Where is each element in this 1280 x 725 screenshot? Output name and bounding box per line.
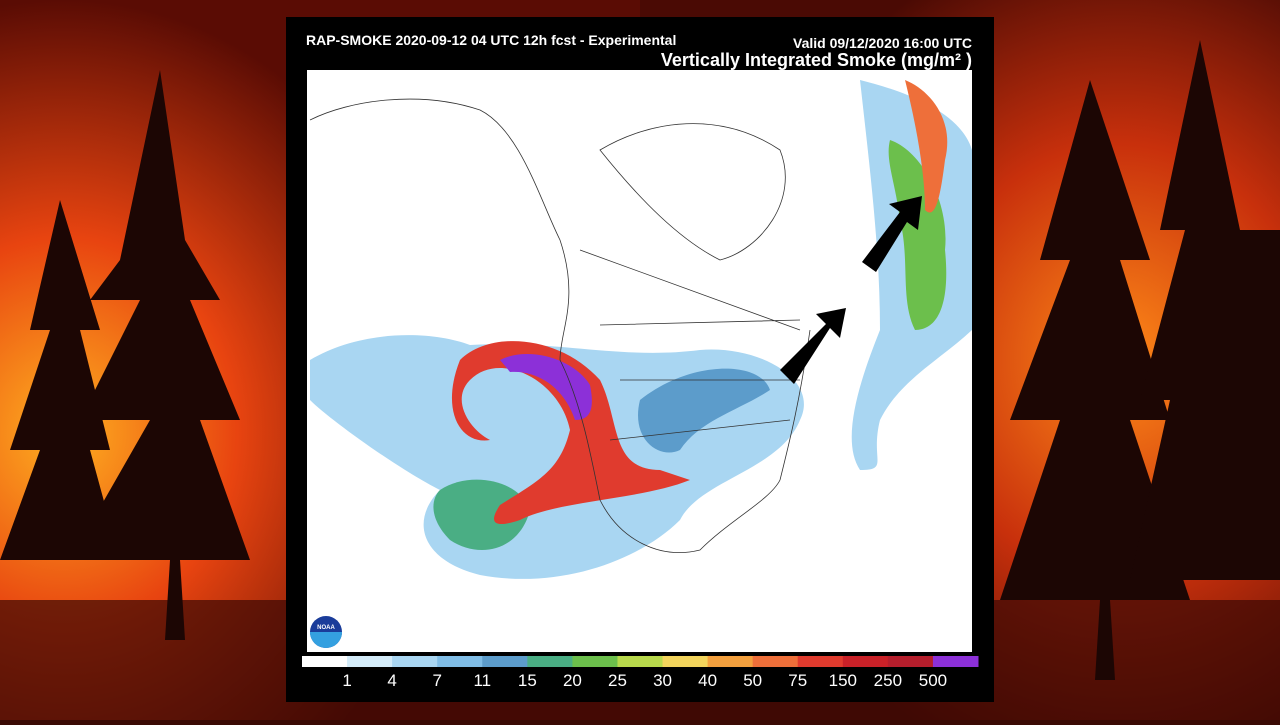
colorbar-label: 25 bbox=[608, 671, 627, 690]
colorbar-label: 7 bbox=[432, 671, 441, 690]
colorbar-label: 250 bbox=[874, 671, 902, 690]
colorbar-label: 500 bbox=[919, 671, 947, 690]
colorbar-swatch bbox=[842, 656, 889, 667]
colorbar-swatch bbox=[347, 656, 393, 667]
colorbar-label: 11 bbox=[473, 671, 491, 690]
valid-time: Valid 09/12/2020 16:00 UTC bbox=[793, 35, 972, 51]
noaa-logo-wave bbox=[310, 632, 342, 648]
map-title: RAP-SMOKE 2020-09-12 04 UTC 12h fcst - E… bbox=[306, 32, 676, 48]
colorbar-swatch bbox=[932, 656, 979, 667]
colorbar: 1 4 7 11 15 20 25 30 40 50 75 150 250 500 bbox=[302, 656, 979, 690]
tree-silhouettes bbox=[0, 40, 1280, 680]
colorbar-swatch bbox=[797, 656, 844, 667]
noaa-logo-text: NOAA bbox=[317, 625, 335, 631]
colorbar-swatch bbox=[887, 656, 934, 667]
colorbar-label: 4 bbox=[387, 671, 396, 690]
colorbar-swatch bbox=[707, 656, 754, 667]
colorbar-label: 75 bbox=[788, 671, 807, 690]
smoke-plumes bbox=[310, 80, 972, 579]
colorbar-label: 1 bbox=[342, 671, 351, 690]
coastlines bbox=[309, 98, 811, 553]
colorbar-label: 50 bbox=[743, 671, 762, 690]
colorbar-swatch bbox=[437, 656, 483, 667]
colorbar-swatch bbox=[572, 656, 618, 667]
colorbar-label: 30 bbox=[653, 671, 672, 690]
colorbar-swatch bbox=[482, 656, 528, 667]
arrows bbox=[780, 196, 922, 384]
colorbar-swatch bbox=[752, 656, 799, 667]
colorbar-label: 20 bbox=[563, 671, 582, 690]
colorbar-swatch bbox=[617, 656, 664, 667]
colorbar-label: 40 bbox=[698, 671, 717, 690]
colorbar-swatch bbox=[302, 656, 348, 667]
colorbar-swatch bbox=[527, 656, 573, 667]
colorbar-swatch bbox=[662, 656, 709, 667]
product-name: Vertically Integrated Smoke (mg/m² ) bbox=[661, 50, 972, 70]
colorbar-label: 15 bbox=[518, 671, 537, 690]
colorbar-label: 150 bbox=[829, 671, 857, 690]
colorbar-swatch bbox=[392, 656, 438, 667]
